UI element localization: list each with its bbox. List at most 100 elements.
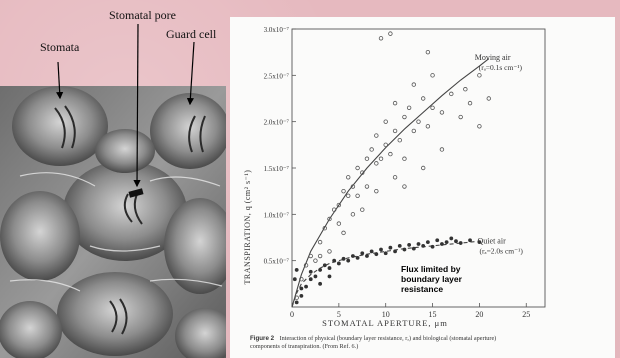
moving-air-point	[317, 253, 323, 259]
moving-air-point	[341, 188, 346, 194]
quiet-air-point	[294, 268, 299, 272]
quiet-air-point	[411, 246, 416, 251]
moving-air-point	[383, 142, 388, 148]
moving-air-resistance: (rₐ=0.1s cm⁻¹)	[479, 63, 523, 72]
moving-air-point	[374, 133, 379, 138]
quiet-air-point	[383, 251, 388, 256]
annotation-line-2: boundary layer	[401, 274, 463, 284]
moving-air-point	[449, 91, 454, 97]
y-tick-label: 3.0x10⁻⁷	[264, 26, 290, 34]
stomata-label: Stomata	[40, 40, 80, 54]
quiet-air-point	[336, 261, 341, 266]
quiet-air-point	[440, 242, 444, 246]
stomata-micrograph	[0, 86, 226, 358]
quiet-air-point	[393, 249, 397, 254]
stomatal-pore-label: Stomatal pore	[109, 8, 176, 22]
x-tick-label: 0	[290, 310, 294, 319]
transpiration-chart: 0 5 10 15 20 25 0.5x10⁻⁷ 1.0x10⁻⁷ 1.5x10⁻⁷ 2.0x10…	[243, 26, 546, 350]
moving-air-point	[364, 184, 370, 189]
quiet-air-point	[369, 249, 374, 254]
annotation-line-3: resistance	[401, 284, 443, 294]
moving-air-point	[303, 263, 309, 268]
moving-air-point	[420, 96, 426, 101]
moving-air-point	[355, 165, 360, 171]
moving-air-point	[458, 114, 463, 120]
quiet-air-point	[360, 251, 365, 256]
quiet-air-point	[318, 281, 323, 286]
quiet-air-point	[351, 254, 355, 258]
figure-caption-line-2: components of transpiration. (From Ref. …	[250, 343, 358, 350]
moving-air-point	[322, 226, 327, 231]
moving-air-point	[416, 119, 421, 124]
y-tick-label: 2.5x10⁻⁷	[264, 72, 290, 80]
moving-air-point	[402, 114, 407, 120]
moving-air-point	[336, 202, 342, 208]
moving-air-point	[467, 100, 473, 106]
moving-air-point	[374, 188, 379, 194]
moving-air-point	[397, 137, 402, 143]
moving-air-point	[411, 128, 417, 134]
moving-air-point	[336, 221, 342, 226]
moving-air-point	[378, 36, 384, 41]
quiet-air-point	[458, 241, 463, 245]
quiet-air-point	[435, 238, 440, 243]
quiet-air-point	[355, 255, 360, 260]
x-axis-label: STOMATAL APERTURE, μm	[322, 318, 448, 328]
moving-air-point	[425, 49, 431, 55]
moving-air-point	[383, 119, 388, 124]
moving-air-point	[406, 105, 412, 110]
moving-air-point	[430, 73, 435, 78]
moving-air-point	[294, 295, 299, 300]
moving-air-point	[477, 73, 482, 78]
quiet-air-point	[299, 286, 304, 291]
moving-air-point	[341, 230, 346, 236]
moving-air-point	[317, 239, 323, 245]
quiet-air-point	[327, 266, 332, 270]
moving-air-point	[369, 147, 374, 152]
quiet-air-point	[332, 258, 337, 263]
moving-air-point	[463, 87, 468, 92]
quiet-air-point	[379, 247, 383, 252]
quiet-air-point	[346, 258, 351, 263]
moving-air-point	[308, 253, 313, 259]
moving-air-point	[346, 175, 351, 180]
moving-air-point	[360, 207, 365, 212]
x-tick-label: 10	[382, 310, 390, 319]
figure-caption-bold: Figure 2	[250, 335, 275, 342]
moving-air-point	[313, 258, 318, 263]
quiet-air-curve	[291, 240, 480, 308]
moving-air-point	[439, 147, 445, 152]
quiet-air-point	[294, 300, 299, 305]
x-tick-label: 20	[475, 310, 483, 319]
moving-air-point	[430, 105, 435, 110]
quiet-air-point	[444, 240, 449, 245]
quiet-air-point	[421, 243, 426, 248]
moving-air-point	[392, 128, 398, 134]
quiet-air-point	[402, 247, 407, 252]
moving-air-point	[439, 110, 445, 115]
quiet-air-point	[322, 263, 327, 268]
quiet-air-point	[454, 239, 458, 244]
moving-air-point	[360, 170, 365, 175]
quiet-air-point	[292, 277, 297, 282]
moving-air-label: Moving air	[475, 53, 511, 62]
moving-air-point	[378, 156, 384, 161]
quiet-air-point	[365, 254, 369, 258]
moving-air-point	[350, 184, 356, 189]
moving-air-curve	[291, 58, 490, 308]
moving-air-point	[388, 151, 393, 157]
quiet-air-point	[341, 256, 346, 261]
moving-air-point	[411, 82, 417, 87]
x-tick-label: 25	[522, 310, 530, 319]
y-tick-label: 1.0x10⁻⁷	[264, 211, 290, 219]
quiet-air-point	[449, 236, 454, 241]
moving-air-point	[327, 249, 332, 254]
moving-air-point	[392, 100, 398, 106]
x-tick-label: 15	[429, 310, 437, 319]
y-tick-label: 1.5x10⁻⁷	[264, 165, 290, 173]
moving-air-point	[486, 96, 491, 101]
quiet-air-point	[397, 243, 402, 248]
y-axis-label: TRANSPIRATION, q (cm² s⁻¹)	[243, 170, 252, 285]
quiet-air-point	[318, 268, 323, 272]
quiet-air-label: Quiet air	[478, 236, 507, 245]
